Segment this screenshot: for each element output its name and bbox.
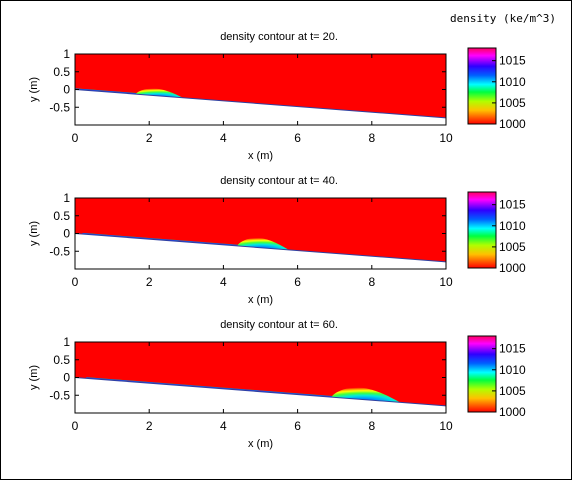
- y-tick-label: 1: [63, 335, 70, 349]
- y-tick-label: 0.5: [53, 209, 70, 223]
- subplot-title: density contour at t= 60.: [220, 319, 338, 331]
- colorbar-tick-label: 1015: [499, 198, 526, 212]
- x-tick-label: 10: [439, 275, 453, 289]
- density-field: [75, 342, 446, 413]
- subplot-2: density contour at t= 40. 0 2 4 6 8 10 x (m) 1 0.…: [28, 175, 526, 306]
- y-tick-label: 1: [63, 191, 70, 205]
- colorbar-tick-label: 1000: [499, 261, 526, 275]
- current-head: [331, 387, 400, 403]
- x-tick-label: 6: [294, 275, 301, 289]
- y-tick-label: 0: [63, 83, 70, 97]
- x-tick-label: 4: [220, 419, 227, 433]
- colorbar-tick-label: 1000: [499, 117, 526, 131]
- colorbar-tick-label: 1015: [499, 54, 526, 68]
- x-tick-label: 10: [439, 419, 453, 433]
- x-tick-label: 6: [294, 419, 301, 433]
- y-tick-label: 0.5: [53, 65, 70, 79]
- solid-bottom: [75, 233, 446, 269]
- x-tick-label: 8: [368, 419, 375, 433]
- x-tick-label: 2: [146, 275, 153, 289]
- colorbar: [467, 191, 497, 269]
- x-tick-label: 10: [439, 131, 453, 145]
- colorbar-tick-label: 1000: [499, 405, 526, 419]
- subplot-3: density contour at t= 60. 0 2 4 6 8 10 x (m) 1 0.…: [28, 319, 526, 450]
- colorbar-tick-label: 1005: [499, 240, 526, 254]
- x-tick-label: 2: [146, 131, 153, 145]
- subplot-1: density contour at t= 20. 0 2 4 6 8 10 x (m) 1 0.…: [28, 31, 526, 162]
- x-tick-label: 6: [294, 131, 301, 145]
- x-axis-label: x (m): [248, 438, 273, 450]
- x-tick-label: 4: [220, 131, 227, 145]
- subplot-title: density contour at t= 20.: [220, 31, 338, 43]
- x-axis-label: x (m): [248, 150, 273, 162]
- colorbar: [467, 335, 497, 413]
- colorbar-tick-label: 1005: [499, 384, 526, 398]
- y-tick-label: -0.5: [49, 100, 70, 114]
- x-tick-label: 8: [368, 275, 375, 289]
- x-tick-label: 8: [368, 131, 375, 145]
- colorbar-tick-label: 1015: [499, 342, 526, 356]
- colorbar-header: density (ke/m^3): [450, 12, 556, 25]
- x-tick-label: 0: [72, 275, 79, 289]
- solid-bottom: [75, 89, 446, 125]
- colorbar-tick-label: 1005: [499, 96, 526, 110]
- slope-boundary: [75, 89, 446, 119]
- solid-bottom: [75, 377, 446, 413]
- y-tick-label: 1: [63, 47, 70, 61]
- slope-boundary: [75, 233, 446, 263]
- x-tick-label: 4: [220, 275, 227, 289]
- colorbar-tick-label: 1010: [499, 363, 526, 377]
- colorbar-tick-label: 1010: [499, 219, 526, 233]
- colorbar: [467, 47, 497, 125]
- y-axis-label: y (m): [28, 365, 40, 390]
- density-field: [75, 54, 446, 125]
- slope-boundary: [75, 377, 446, 407]
- current-head: [135, 88, 183, 98]
- y-tick-label: -0.5: [49, 244, 70, 258]
- x-tick-label: 0: [72, 131, 79, 145]
- subplot-title: density contour at t= 40.: [220, 175, 338, 187]
- y-tick-label: 0: [63, 371, 70, 385]
- y-axis-label: y (m): [28, 77, 40, 102]
- x-tick-label: 2: [146, 419, 153, 433]
- x-tick-label: 0: [72, 419, 79, 433]
- ambient-fluid: [75, 54, 446, 118]
- y-axis-label: y (m): [28, 221, 40, 246]
- density-field: [75, 198, 446, 269]
- y-tick-label: 0.5: [53, 353, 70, 367]
- y-tick-label: -0.5: [49, 388, 70, 402]
- colorbar-tick-label: 1010: [499, 75, 526, 89]
- y-tick-label: 0: [63, 227, 70, 241]
- ambient-fluid: [75, 198, 446, 262]
- x-axis-label: x (m): [248, 294, 273, 306]
